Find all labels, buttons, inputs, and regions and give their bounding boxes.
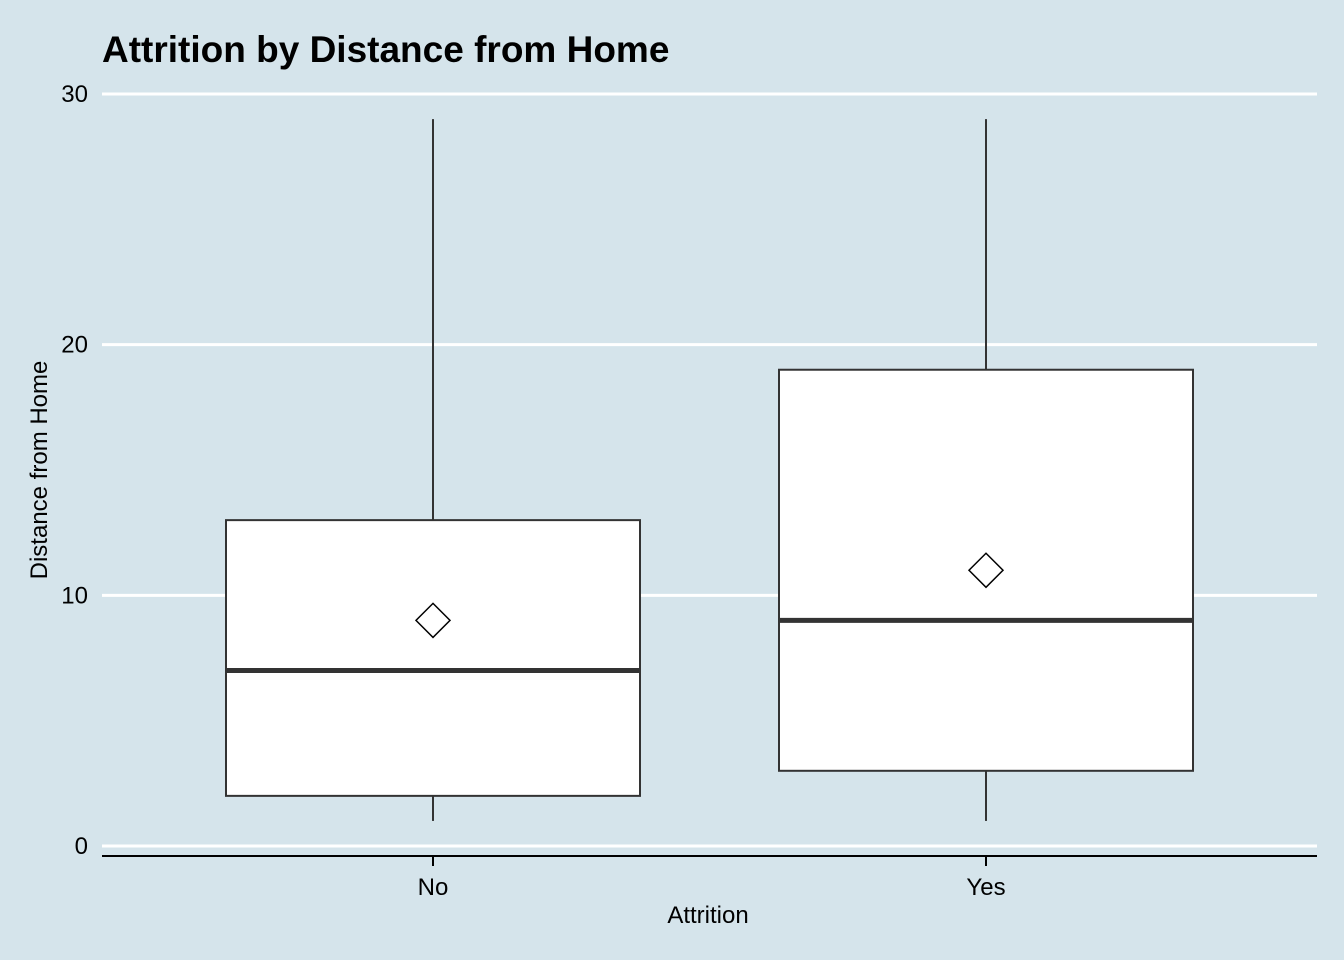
y-tick-label-0: 0 xyxy=(75,833,88,860)
mean-marker xyxy=(414,602,452,639)
x-axis: No Yes xyxy=(102,855,1317,901)
y-axis-title: Distance from Home xyxy=(26,361,53,580)
x-tick-label-no: No xyxy=(418,874,449,901)
y-tick-labels: 0 10 20 30 xyxy=(61,81,88,860)
box-iqr xyxy=(225,519,641,797)
x-tick-label-yes: Yes xyxy=(966,874,1005,901)
boxplots xyxy=(225,119,1194,821)
y-tick-label-30: 30 xyxy=(61,81,88,108)
mean-marker xyxy=(967,552,1005,589)
x-axis-title: Attrition xyxy=(667,902,748,929)
y-tick-label-10: 10 xyxy=(61,582,88,609)
box-yes xyxy=(778,119,1194,821)
chart-title: Attrition by Distance from Home xyxy=(102,29,669,70)
box-no xyxy=(225,119,641,821)
y-tick-label-20: 20 xyxy=(61,332,88,359)
